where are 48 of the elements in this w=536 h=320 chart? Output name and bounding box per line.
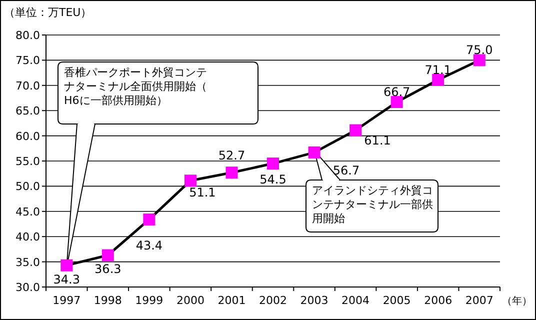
point <box>226 166 238 179</box>
point <box>102 249 114 262</box>
data-label: 52.7 <box>218 148 246 163</box>
point <box>350 124 362 136</box>
x-tick-label: 2003 <box>300 294 328 307</box>
point <box>60 259 73 272</box>
data-label: 56.7 <box>332 163 360 178</box>
point <box>143 213 156 226</box>
data-label: 34.3 <box>53 272 80 286</box>
y-tick-label: 50.0 <box>16 180 40 194</box>
x-tick-label: 1998 <box>94 294 122 307</box>
y-tick-label: 35.0 <box>16 256 40 269</box>
data-label: 71.1 <box>424 62 452 77</box>
x-tick-label: 2005 <box>382 294 411 307</box>
point <box>267 158 279 170</box>
data-label: 54.5 <box>260 172 286 187</box>
y-tick-label: 65.0 <box>16 104 40 118</box>
annotation: アイランドシティ外貿コンテナターミナル一部供用開始 <box>312 184 433 225</box>
annotation: 香椎パークポート外貿コンテナターミナル全面供用開始（H6に一部供用開始） <box>64 66 207 107</box>
x-axis-title: （年） <box>502 295 532 307</box>
data-label: 51.1 <box>189 186 216 200</box>
y-tick-label: 45.0 <box>16 205 40 218</box>
point <box>390 96 403 108</box>
data-label: 66.7 <box>383 85 410 100</box>
data-label: 43.4 <box>136 238 163 252</box>
y-axis-title: （単位：万TEU） <box>4 6 92 19</box>
point <box>308 146 320 158</box>
y-tick-label: 55.0 <box>16 155 40 168</box>
x-tick-label: 2007 <box>465 294 494 307</box>
x-tick-label: 1999 <box>135 294 164 307</box>
point <box>473 54 486 66</box>
x-tick-label: 2001 <box>218 294 246 307</box>
point <box>432 74 444 86</box>
y-tick-label: 80.0 <box>16 29 40 42</box>
data-label: 75.0 <box>466 43 493 58</box>
x-tick-label: 2006 <box>424 294 452 307</box>
x-tick-label: 2000 <box>176 294 204 307</box>
y-tick-label: 40.0 <box>16 230 40 244</box>
y-tick-label: 60.0 <box>16 130 40 143</box>
y-tick-label: 75.0 <box>16 54 40 68</box>
data-label: 36.3 <box>94 262 122 276</box>
x-tick-label: 2004 <box>342 294 370 307</box>
y-tick-label: 70.0 <box>16 79 40 92</box>
x-tick-label: 2002 <box>259 294 287 307</box>
point <box>184 174 196 187</box>
y-tick-label: 30.0 <box>16 281 40 294</box>
data-label: 61.1 <box>364 133 391 148</box>
x-tick-label: 1997 <box>52 294 81 307</box>
